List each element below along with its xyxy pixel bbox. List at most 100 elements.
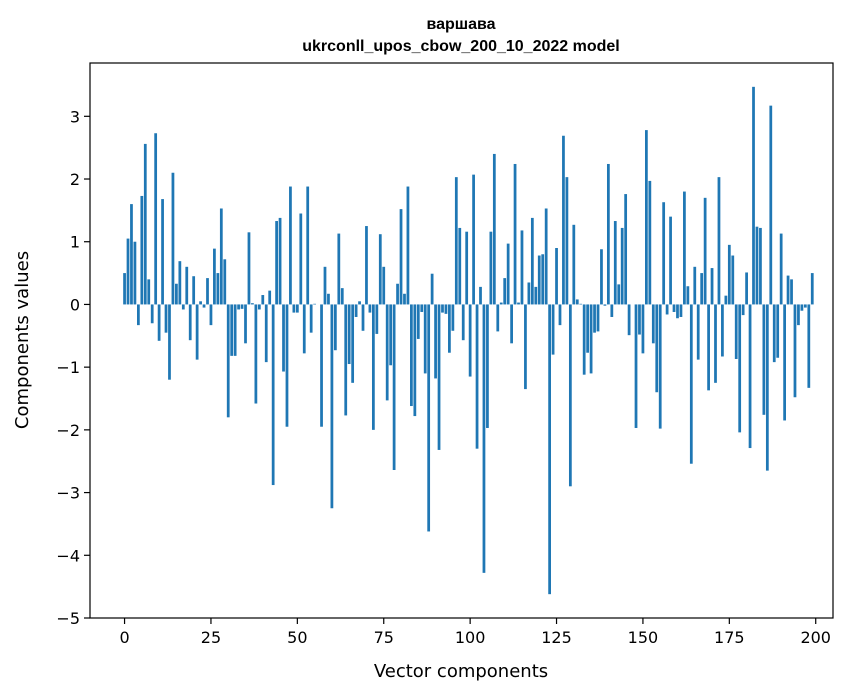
bar-component-139	[603, 304, 607, 306]
chart-title: варшава	[426, 16, 495, 33]
bar-component-54	[309, 304, 313, 333]
bar-component-131	[575, 299, 579, 305]
bar-component-159	[672, 304, 676, 312]
bar-component-7	[147, 279, 151, 305]
bar-component-119	[534, 286, 538, 305]
bar-component-23	[202, 304, 206, 308]
bar-component-115	[520, 230, 524, 305]
bar-component-90	[434, 304, 437, 379]
bar-component-72	[371, 304, 375, 430]
bar-component-133	[582, 304, 586, 375]
bar-component-199	[810, 273, 814, 305]
bar-component-169	[707, 304, 710, 391]
chart-subtitle: ukrconll_upos_cbow_200_10_2022 model	[302, 38, 619, 55]
bar-component-51	[299, 213, 303, 305]
bar-component-176	[731, 255, 735, 305]
bar-component-189	[776, 304, 780, 358]
bar-component-31	[230, 304, 234, 356]
bar-component-183	[755, 226, 759, 305]
bar-component-101	[472, 174, 475, 305]
bar-component-34	[240, 304, 244, 309]
bar-component-156	[662, 202, 666, 305]
bar-component-53	[306, 186, 310, 305]
bar-component-44	[275, 221, 278, 305]
bar-component-174	[724, 295, 728, 305]
bar-component-110	[503, 278, 507, 305]
bar-component-126	[558, 304, 562, 326]
bar-component-65	[347, 304, 351, 365]
bar-component-64	[344, 304, 348, 416]
bar-component-192	[786, 275, 790, 305]
bar-component-38	[254, 304, 258, 404]
bar-component-188	[772, 304, 776, 363]
bar-component-125	[555, 248, 558, 305]
x-tick-label: 25	[201, 628, 221, 647]
y-axis: −5 −4 −3 −2 −1 0 1 2 3	[56, 107, 90, 628]
bar-component-134	[586, 304, 590, 353]
bar-component-5	[140, 195, 144, 305]
bar-component-80	[399, 209, 403, 305]
bar-component-161	[679, 304, 683, 317]
bar-component-198	[807, 304, 811, 388]
bar-component-70	[365, 226, 368, 305]
bar-component-26	[213, 248, 216, 305]
bar-component-142	[613, 221, 617, 305]
bar-component-15	[175, 283, 178, 305]
bar-component-95	[451, 304, 455, 331]
bar-component-2	[130, 204, 133, 305]
bar-component-87	[423, 304, 427, 374]
bar-component-76	[385, 304, 389, 401]
bar-component-106	[489, 231, 493, 305]
bar-component-178	[738, 304, 742, 433]
bar-component-164	[689, 304, 693, 464]
bar-component-102	[475, 304, 479, 449]
bar-component-124	[551, 304, 555, 355]
bar-component-27	[216, 273, 220, 305]
bar-component-120	[537, 255, 541, 305]
bar-component-67	[354, 304, 358, 317]
x-tick-label: 200	[800, 628, 831, 647]
bar-component-22	[199, 301, 202, 305]
bar-component-42	[268, 290, 272, 305]
bar-component-58	[323, 266, 327, 305]
bar-component-83	[410, 304, 413, 407]
bar-component-180	[745, 272, 748, 305]
y-tick-label: −2	[56, 421, 80, 440]
bar-component-152	[648, 180, 652, 305]
bar-component-141	[610, 304, 614, 317]
bar-component-117	[527, 282, 531, 305]
bar-component-91	[437, 304, 441, 450]
bar-component-154	[655, 304, 659, 393]
bar-component-6	[143, 143, 147, 305]
x-tick-label: 175	[714, 628, 745, 647]
bar-component-150	[641, 304, 645, 354]
bar-component-81	[403, 293, 406, 305]
x-tick-label: 50	[287, 628, 307, 647]
bar-component-194	[793, 304, 797, 398]
bar-component-121	[541, 254, 545, 305]
bar-component-19	[188, 304, 192, 341]
bar-component-168	[703, 197, 707, 305]
bar-component-62	[337, 233, 341, 305]
bar-component-41	[264, 304, 268, 363]
bar-component-123	[548, 304, 551, 595]
bar-component-17	[181, 304, 185, 310]
bar-component-30	[226, 304, 230, 418]
bar-component-167	[700, 273, 704, 305]
bar-component-103	[479, 286, 482, 305]
bar-component-82	[406, 186, 410, 305]
bar-component-96	[454, 177, 458, 305]
y-tick-label: −1	[56, 358, 80, 377]
bar-component-61	[333, 304, 337, 351]
bar-component-128	[565, 177, 569, 305]
bar-component-138	[600, 249, 603, 305]
bar-component-130	[572, 224, 576, 305]
bar-component-127	[562, 135, 565, 305]
bar-component-20	[192, 276, 196, 305]
bar-component-32	[233, 304, 237, 356]
y-tick-label: −5	[56, 609, 80, 628]
x-tick-label: 75	[374, 628, 394, 647]
x-tick-label: 100	[455, 628, 486, 647]
bar-component-99	[465, 231, 469, 305]
